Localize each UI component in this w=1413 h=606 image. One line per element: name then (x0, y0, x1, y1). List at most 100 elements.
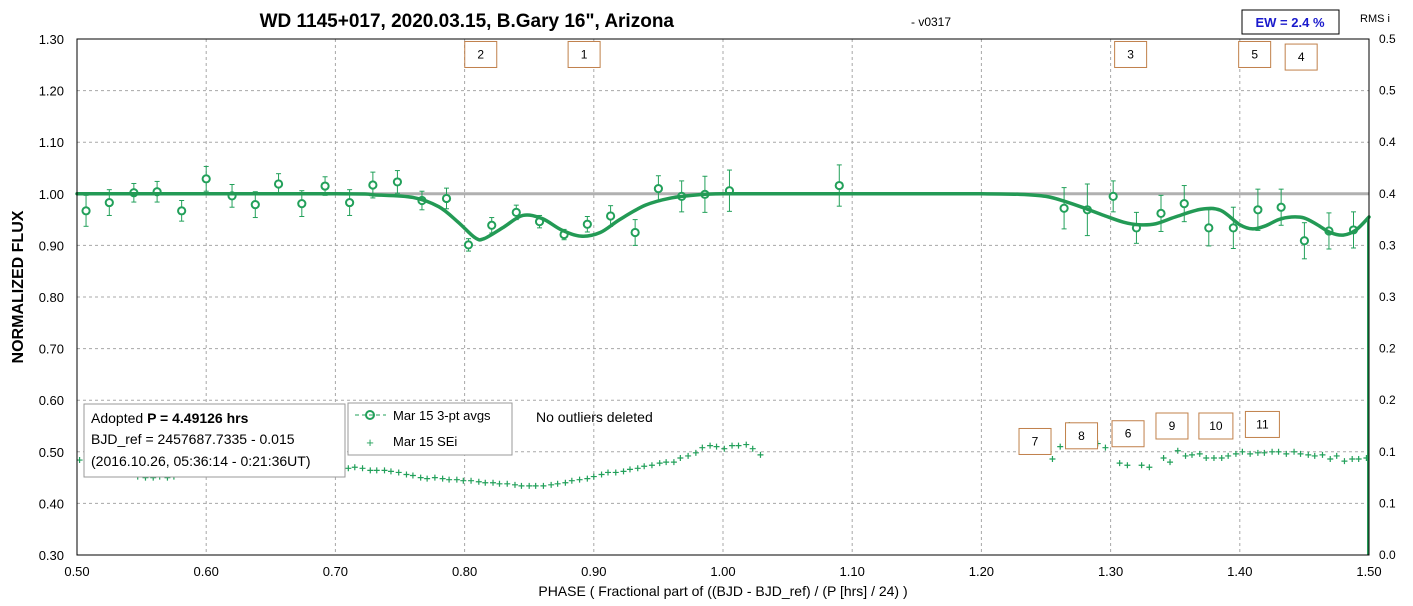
y-tick-label: 1.00 (39, 187, 64, 202)
x-tick-label: 0.80 (452, 564, 477, 579)
sei-point (76, 457, 83, 464)
sei-point (1327, 456, 1334, 463)
sei-point (424, 475, 431, 482)
sei-point (735, 442, 742, 449)
sei-point (656, 460, 663, 467)
sei-point (475, 478, 482, 485)
sei-point (692, 449, 699, 456)
y2-tick-label: 0.0 (1379, 548, 1396, 562)
chart-version: - v0317 (911, 15, 951, 29)
x-tick-label: 0.90 (581, 564, 606, 579)
sei-point (1057, 443, 1064, 450)
tick-labels: 0.50 0.60 0.70 0.80 0.90 1.00 1.10 1.20 1.30 1.40… (39, 32, 1396, 579)
y2-tick-label: 0.3 (1379, 238, 1396, 252)
sei-point (743, 441, 750, 448)
sei-point (351, 464, 358, 471)
sei-point (749, 445, 756, 452)
y-tick-label: 1.10 (39, 135, 64, 150)
sei-point (1174, 447, 1181, 454)
sei-point (677, 454, 684, 461)
legend-avgs-label: Mar 15 3-pt avgs (393, 408, 491, 423)
y-tick-label: 1.20 (39, 84, 64, 99)
y-tick-label: 1.30 (39, 32, 64, 47)
sei-point (511, 481, 518, 488)
x-axis-title: PHASE ( Fractional part of ((BJD - BJD_r… (538, 583, 907, 599)
avg-point (392, 177, 403, 187)
sei-point (670, 459, 677, 466)
model-curve (75, 191, 1371, 242)
sei-point (713, 443, 720, 450)
avg-point (250, 200, 260, 210)
sei-point (468, 477, 475, 484)
sei-point (1254, 449, 1261, 456)
model-layer (75, 191, 1371, 555)
sei-point (568, 477, 575, 484)
sei-point (598, 471, 605, 478)
sei-point (1305, 451, 1312, 458)
sei-point (526, 482, 533, 489)
event-marker-box (567, 40, 601, 68)
avg-point (834, 180, 844, 191)
sei-point (685, 452, 692, 459)
sei-point (1297, 450, 1304, 457)
avg-point (1204, 223, 1214, 233)
outliers-note: No outliers deleted (536, 409, 653, 425)
sei-point (699, 444, 706, 451)
sei-point (1319, 451, 1326, 458)
sei-point (1355, 456, 1362, 463)
event-marker-label: 10 (1209, 419, 1223, 433)
sei-point (584, 475, 591, 482)
sei-point (417, 474, 424, 481)
sei-point (1167, 459, 1174, 466)
event-marker-label: 2 (477, 47, 484, 61)
sei-point (1116, 460, 1123, 467)
sei-point (626, 466, 633, 473)
sei-point (590, 473, 597, 480)
right-axis-label: RMS i (1360, 13, 1390, 25)
ew-label: EW = 2.4 % (1256, 15, 1325, 30)
sei-point (612, 469, 619, 476)
sei-point (1232, 450, 1239, 457)
sei-point (367, 467, 374, 474)
avg-point (605, 211, 616, 221)
avg-point (441, 193, 452, 204)
avg-point (1108, 191, 1118, 201)
sei-point (554, 480, 561, 487)
avg-point (630, 227, 640, 238)
avg-point (177, 206, 187, 216)
sei-point (548, 481, 555, 488)
event-marker-box (1018, 427, 1052, 455)
y-tick-label: 0.40 (39, 496, 64, 511)
avg-point (368, 180, 378, 190)
y2-tick-label: 0.4 (1379, 135, 1396, 149)
sei-point (1275, 448, 1282, 455)
y2-tick-label: 0.2 (1379, 342, 1396, 356)
sei-point (439, 475, 446, 482)
avg-point (1299, 236, 1310, 246)
sei-point (504, 480, 511, 487)
sei-point (1203, 454, 1210, 461)
avg-point (1228, 223, 1238, 233)
event-marker-label: 6 (1125, 427, 1132, 441)
sei-point (431, 474, 438, 481)
x-tick-label: 0.60 (194, 564, 219, 579)
y-tick-label: 0.60 (39, 393, 64, 408)
sei-point (1102, 444, 1109, 451)
x-tick-label: 1.10 (840, 564, 865, 579)
avg-point (1253, 205, 1263, 215)
y-axis-title: NORMALIZED FLUX (10, 210, 27, 363)
sei-point (729, 442, 736, 449)
sei-point (373, 467, 380, 474)
event-marker-box (1114, 40, 1148, 68)
avg-point (487, 220, 497, 230)
x-tick-label: 1.00 (710, 564, 735, 579)
plot-area-border (76, 38, 1370, 556)
sei-point (1138, 462, 1145, 469)
sei-point (532, 482, 539, 489)
sei-point (1311, 452, 1318, 459)
sei-point (482, 479, 489, 486)
x-tick-label: 0.70 (323, 564, 348, 579)
event-marker-box (1155, 412, 1189, 440)
event-marker-label: 3 (1127, 47, 1134, 61)
event-marker-box (1238, 40, 1272, 68)
